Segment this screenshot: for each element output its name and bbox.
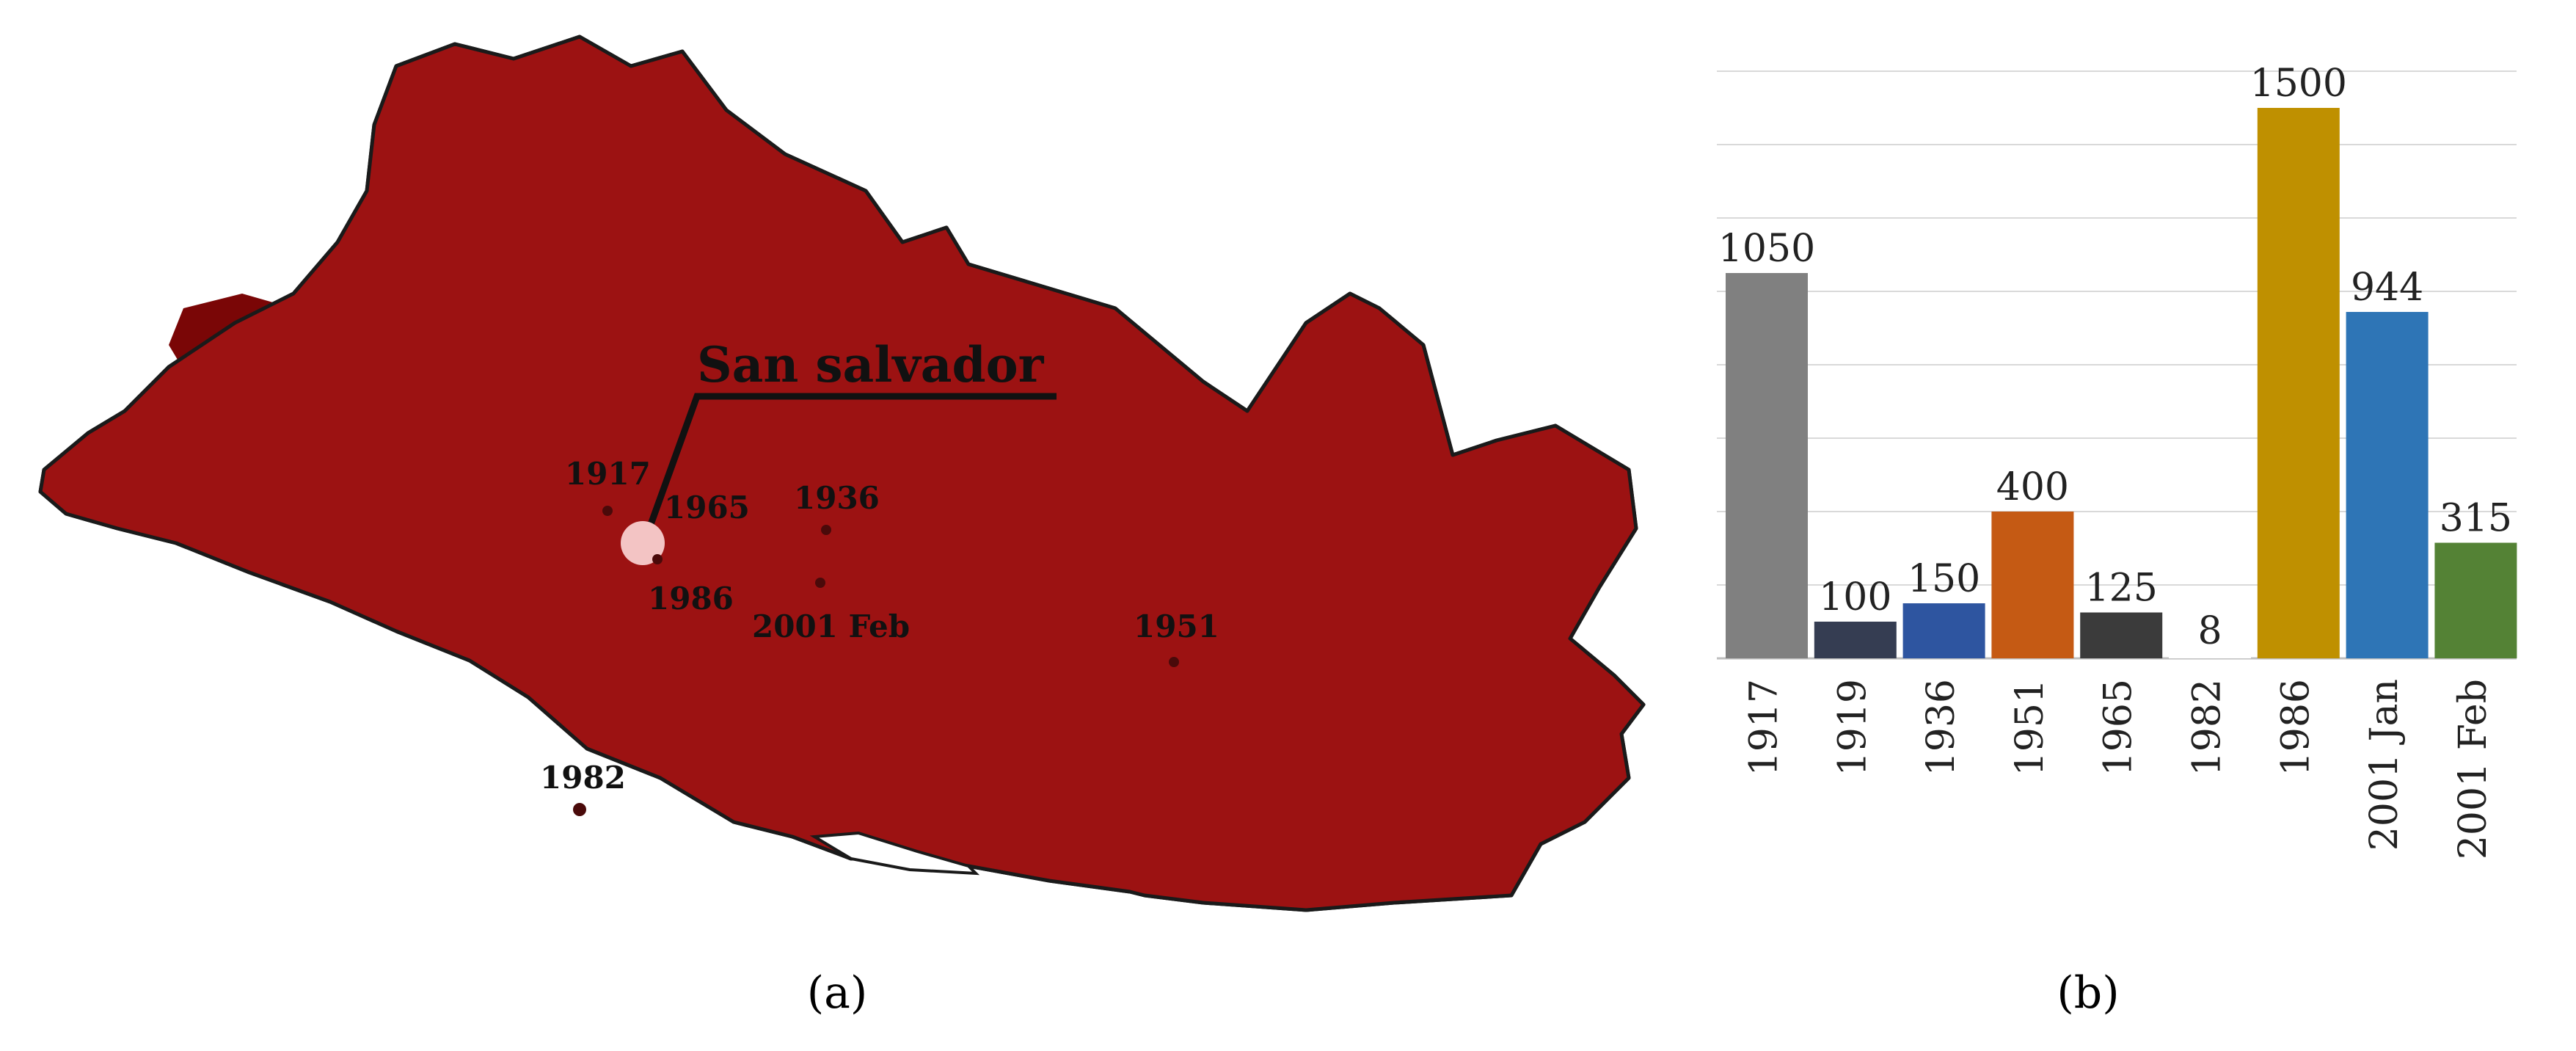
event-marker-icon bbox=[602, 506, 613, 516]
event-label: 1965 bbox=[664, 490, 750, 526]
event-label: 1982 bbox=[540, 760, 626, 796]
bar bbox=[1814, 622, 1897, 658]
chart-tick-labels: 1917 1919 1936 1951 1965 1982 1986 2001 Jan 2001… bbox=[1743, 679, 2495, 859]
bar-chart: 1050 100 150 400 125 8 1500 944 315 1917 1919 1936… bbox=[1717, 62, 2517, 859]
x-tick-label: 1982 bbox=[2186, 679, 2230, 776]
x-tick-label: 1951 bbox=[2008, 679, 2052, 776]
bar bbox=[1902, 603, 1985, 658]
map-outline-overlay bbox=[40, 37, 1643, 910]
chart-value-labels: 1050 100 150 400 125 8 1500 944 315 bbox=[1718, 62, 2512, 653]
x-tick-label: 1986 bbox=[2274, 679, 2318, 776]
city-marker-icon bbox=[621, 521, 665, 565]
bar-value-label: 8 bbox=[2197, 609, 2222, 653]
bar bbox=[1991, 512, 2074, 658]
chart-bars bbox=[1726, 108, 2517, 658]
city-label: San salvador bbox=[697, 336, 1045, 393]
bar bbox=[2257, 108, 2340, 658]
bar bbox=[2346, 312, 2429, 658]
bar-value-label: 100 bbox=[1819, 575, 1891, 619]
event-marker-icon bbox=[652, 554, 663, 564]
x-tick-label: 1919 bbox=[1831, 679, 1875, 776]
panel-label-b: (b) bbox=[2057, 967, 2119, 1019]
event-label: 1917 bbox=[565, 456, 651, 492]
bar-value-label: 1500 bbox=[2250, 62, 2347, 106]
event-label: 1936 bbox=[794, 480, 880, 516]
event-label: 1986 bbox=[648, 581, 734, 617]
x-tick-label: 2001 Feb bbox=[2451, 679, 2495, 859]
bar-value-label: 150 bbox=[1908, 557, 1980, 601]
bar-value-label: 400 bbox=[1996, 465, 2069, 509]
x-tick-label: 1965 bbox=[2097, 679, 2141, 776]
event-label: 2001 Feb bbox=[752, 608, 910, 644]
city-callout-line bbox=[646, 393, 1057, 530]
bar bbox=[2080, 612, 2163, 658]
bar-value-label: 315 bbox=[2440, 497, 2512, 541]
x-tick-label: 1917 bbox=[1743, 679, 1787, 776]
event-marker-icon bbox=[573, 803, 586, 816]
map-country bbox=[38, 34, 1646, 912]
event-marker-icon bbox=[821, 525, 831, 535]
x-tick-label: 2001 Jan bbox=[2362, 679, 2407, 851]
bar-value-label: 944 bbox=[2351, 266, 2423, 310]
x-tick-label: 1936 bbox=[1919, 679, 1963, 776]
panel-label-a: (a) bbox=[807, 967, 868, 1019]
bar bbox=[2434, 542, 2517, 658]
bar-value-label: 125 bbox=[2085, 567, 2158, 611]
bar-value-label: 1050 bbox=[1718, 227, 1815, 271]
map-coastal-inlet bbox=[809, 831, 980, 876]
event-label: 1951 bbox=[1134, 608, 1219, 644]
map-panel: San salvador 1917 1965 1936 1986 2001 Fe… bbox=[38, 34, 1646, 912]
bar bbox=[1726, 273, 1808, 658]
event-marker-icon bbox=[1169, 657, 1179, 667]
event-marker-icon bbox=[815, 578, 825, 588]
bar bbox=[2169, 655, 2251, 658]
